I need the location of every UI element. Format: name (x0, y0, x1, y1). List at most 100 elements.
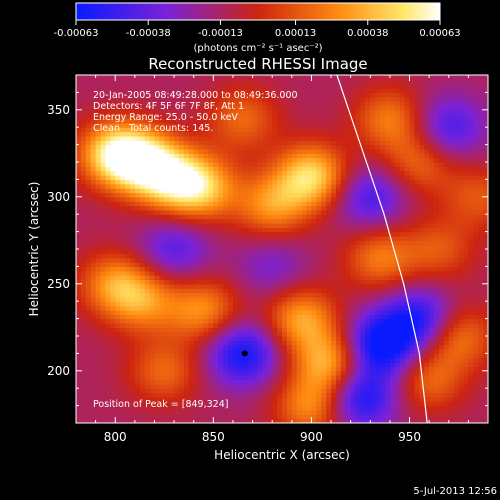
heatmap-cell (193, 266, 200, 272)
heatmap-cell (164, 196, 170, 202)
heatmap-cell (174, 283, 180, 289)
heatmap-cell (193, 209, 200, 215)
heatmap-cell (350, 296, 357, 302)
heatmap-cell (301, 301, 308, 307)
heatmap-cell (321, 109, 327, 115)
heatmap-cell (237, 314, 244, 320)
heatmap-cell (370, 157, 376, 163)
heatmap-cell (291, 105, 298, 111)
heatmap-cell (134, 244, 141, 250)
heatmap-cell (365, 305, 371, 311)
heatmap-cell (76, 127, 82, 133)
heatmap-cell (375, 396, 381, 402)
heatmap-cell (208, 383, 214, 389)
heatmap-cell (169, 336, 175, 341)
heatmap-cell (105, 409, 111, 415)
heatmap-cell (350, 283, 357, 289)
heatmap-cell (208, 379, 214, 385)
heatmap-cell (355, 353, 362, 359)
heatmap-cell (164, 209, 170, 215)
heatmap-cell (129, 375, 136, 381)
heatmap-cell (282, 240, 288, 246)
heatmap-cell (345, 388, 352, 394)
heatmap-cell (247, 370, 254, 376)
heatmap-cell (326, 327, 332, 333)
heatmap-cell (262, 357, 268, 363)
heatmap-cell (335, 379, 342, 385)
heatmap-cell (95, 344, 102, 350)
heatmap-cell (326, 392, 332, 398)
heatmap-cell (311, 92, 317, 98)
heatmap-cell (291, 327, 298, 333)
heatmap-cell (301, 114, 308, 120)
heatmap-cell (164, 131, 170, 137)
heatmap-cell (286, 301, 293, 307)
heatmap-cell (105, 231, 111, 237)
heatmap-cell (139, 118, 146, 124)
heatmap-cell (228, 262, 234, 267)
heatmap-cell (340, 305, 347, 311)
heatmap-cell (228, 231, 234, 237)
heatmap-cell (169, 109, 175, 115)
heatmap-cell (335, 366, 342, 372)
heatmap-cell (218, 353, 224, 359)
heatmap-cell (159, 322, 165, 328)
heatmap-cell (301, 162, 308, 167)
heatmap-cell (252, 392, 259, 398)
heatmap-cell (105, 405, 111, 411)
heatmap-cell (242, 414, 249, 420)
heatmap-cell (179, 414, 185, 420)
heatmap-cell (277, 249, 283, 254)
heatmap-cell (169, 305, 175, 311)
heatmap-cell (139, 201, 146, 207)
heatmap-cell (291, 322, 298, 328)
heatmap-cell (247, 218, 254, 224)
heatmap-cell (159, 235, 165, 241)
heatmap-cell (120, 409, 126, 415)
heatmap-cell (208, 240, 214, 246)
heatmap-cell (242, 140, 249, 146)
heatmap-cell (218, 357, 224, 363)
heatmap-cell (110, 414, 116, 420)
heatmap-cell (321, 257, 327, 263)
heatmap-cell (262, 175, 268, 180)
heatmap-cell (247, 266, 254, 272)
heatmap-cell (179, 114, 185, 120)
heatmap-cell (331, 135, 337, 141)
heatmap-cell (355, 405, 362, 411)
heatmap-cell (291, 157, 298, 163)
heatmap-cell (105, 383, 111, 389)
heatmap-cell (237, 331, 244, 337)
heatmap-cell (282, 114, 288, 120)
heatmap-cell (139, 240, 146, 246)
heatmap-cell (95, 362, 102, 368)
heatmap-cell (291, 309, 298, 315)
heatmap-cell (120, 105, 126, 111)
heatmap-cell (331, 370, 337, 376)
heatmap-cell (326, 222, 332, 228)
heatmap-cell (95, 288, 102, 294)
heatmap-cell (232, 166, 239, 172)
heatmap-cell (149, 201, 156, 207)
heatmap-cell (360, 283, 366, 289)
heatmap-cell (326, 75, 332, 80)
heatmap-cell (203, 388, 210, 394)
heatmap-cell (159, 118, 165, 124)
heatmap-cell (345, 405, 352, 411)
heatmap-cell (296, 79, 303, 85)
heatmap-cell (100, 270, 107, 276)
heatmap-cell (277, 209, 283, 215)
heatmap-cell (262, 288, 268, 294)
heatmap-cell (105, 227, 111, 233)
heatmap-cell (326, 196, 332, 202)
heatmap-cell (301, 153, 308, 159)
heatmap-cell (188, 144, 195, 150)
heatmap-cell (198, 214, 205, 220)
heatmap-cell (267, 170, 273, 176)
heatmap-cell (375, 370, 381, 376)
heatmap-cell (350, 131, 357, 137)
heatmap-cell (301, 257, 308, 263)
heatmap-cell (375, 188, 381, 194)
heatmap-cell (213, 409, 219, 415)
heatmap-cell (247, 148, 254, 154)
